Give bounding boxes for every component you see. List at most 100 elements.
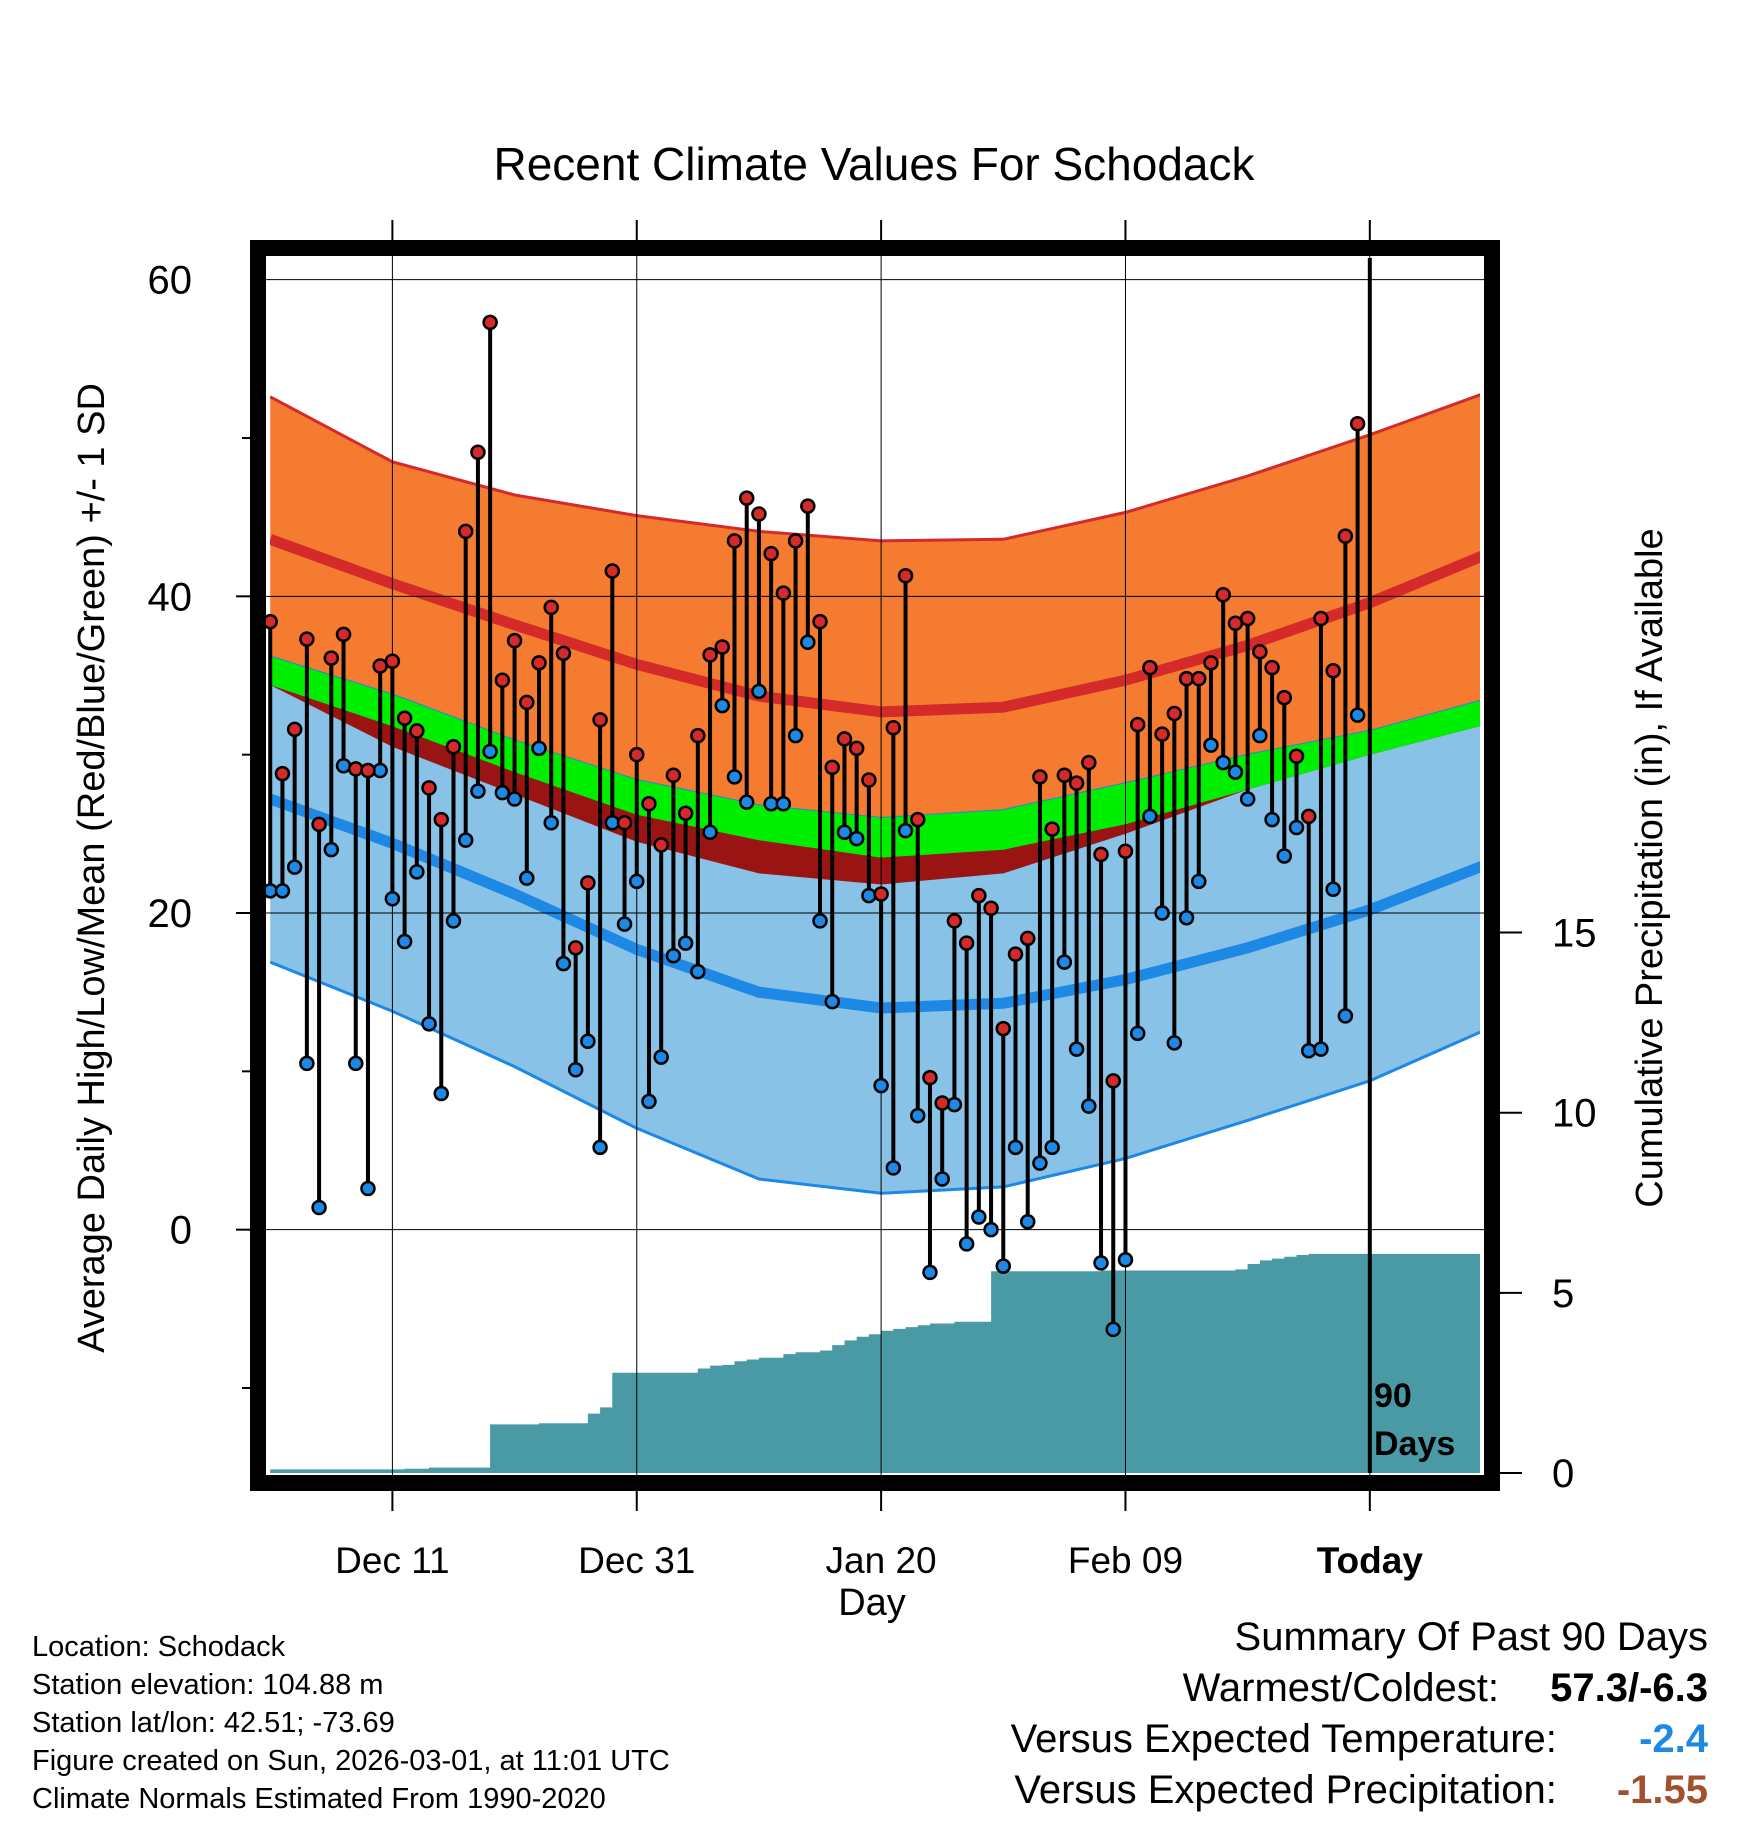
daily-high-point	[653, 837, 669, 853]
daily-high-point	[1129, 716, 1146, 733]
daily-low-point	[1019, 1214, 1036, 1230]
daily-low-point	[421, 1016, 437, 1032]
daily-high-point	[714, 639, 731, 655]
daily-low-point	[1337, 1008, 1354, 1024]
daily-high-point	[629, 746, 645, 763]
daily-low-point	[1313, 1041, 1329, 1057]
daily-low-point	[592, 1139, 608, 1156]
daily-low-point	[506, 791, 523, 807]
daily-high-point	[995, 1020, 1012, 1037]
daily-high-point	[1203, 655, 1219, 671]
y2-tick-label: 5	[1552, 1272, 1574, 1316]
daily-high-point	[1093, 846, 1109, 863]
daily-high-point	[726, 533, 743, 549]
daily-high-point	[421, 780, 437, 796]
daily-high-point	[1215, 587, 1231, 603]
daily-low-point	[1032, 1155, 1048, 1171]
today-marker-label-line2: Days	[1374, 1425, 1455, 1463]
daily-low-point	[531, 740, 547, 757]
warmest-coldest-value: 57.3/-6.3	[1550, 1666, 1708, 1710]
daily-low-point	[800, 634, 816, 650]
daily-high-point	[824, 759, 840, 776]
daily-high-point	[677, 805, 694, 821]
y2-tick-label: 0	[1552, 1452, 1574, 1496]
daily-low-point	[1252, 727, 1268, 744]
daily-high-point	[433, 811, 450, 828]
daily-high-point	[396, 710, 413, 726]
daily-low-point	[1068, 1041, 1085, 1057]
daily-high-point	[702, 647, 718, 663]
daily-high-point	[457, 523, 474, 540]
daily-low-point	[616, 916, 633, 932]
y2-tick-label: 10	[1552, 1092, 1597, 1136]
daily-high-point	[934, 1095, 950, 1111]
daily-high-point	[971, 887, 987, 904]
mean-band	[270, 656, 1480, 858]
daily-low-point	[873, 1077, 889, 1094]
daily-high-point	[812, 613, 828, 630]
daily-low-point	[1288, 819, 1305, 836]
daily-low-point	[861, 887, 877, 904]
daily-low-point	[934, 1171, 950, 1187]
daily-high-point	[1252, 644, 1268, 660]
daily-high-point	[604, 563, 621, 579]
daily-low-point	[995, 1258, 1012, 1274]
daily-low-point	[543, 815, 559, 831]
daily-low-point	[946, 1096, 963, 1113]
daily-high-point	[946, 913, 963, 929]
daily-high-point	[323, 650, 340, 666]
y2-axis-label: Cumulative Precipitation (in), If Availa…	[1629, 528, 1671, 1207]
precip-area	[270, 1253, 1481, 1473]
daily-high-point	[360, 762, 376, 779]
daily-low-point	[1300, 1043, 1317, 1059]
daily-high-point	[1142, 659, 1158, 676]
daily-high-point	[1349, 416, 1366, 432]
daily-low-point	[958, 1236, 975, 1252]
daily-low-point	[1227, 764, 1244, 780]
daily-high-point	[665, 767, 682, 783]
daily-high-point	[580, 875, 596, 891]
daily-high-point	[1007, 946, 1024, 962]
daily-high-point	[384, 653, 401, 669]
daily-high-point	[1032, 769, 1048, 785]
daily-low-point	[775, 796, 792, 812]
daily-low-point	[1117, 1252, 1134, 1268]
daily-low-point	[1178, 910, 1195, 926]
daily-high-point	[775, 585, 792, 601]
y-tick-label: 20	[148, 892, 193, 936]
daily-high-point	[1166, 705, 1183, 722]
daily-high-point	[738, 490, 755, 506]
daily-low-point	[1203, 737, 1219, 753]
daily-low-point	[580, 1033, 596, 1049]
daily-low-point	[1105, 1321, 1121, 1338]
daily-low-point	[1093, 1255, 1109, 1271]
daily-low-point	[836, 824, 853, 840]
daily-low-point	[738, 794, 755, 810]
y2-tick-label: 15	[1552, 912, 1597, 956]
daily-high-point	[1068, 775, 1085, 791]
warmest-coldest-label: Warmest/Coldest:	[1182, 1666, 1499, 1710]
daily-low-point	[665, 948, 682, 964]
daily-low-point	[1264, 811, 1280, 828]
daily-high-point	[910, 811, 926, 828]
temp-vs-expected-value: -2.4	[1639, 1717, 1708, 1761]
daily-high-point	[1239, 610, 1256, 627]
daily-low-point	[299, 1055, 315, 1072]
daily-high-point	[983, 900, 999, 916]
summary-panel: Summary Of Past 90 Days Warmest/Coldest:…	[1011, 1612, 1708, 1816]
daily-low-point	[787, 727, 804, 744]
daily-high-point	[1117, 843, 1134, 859]
precip-vs-expected-value: -1.55	[1616, 1768, 1708, 1812]
daily-low-point	[1191, 873, 1207, 890]
temp-vs-expected-label: Versus Expected Temperature:	[1010, 1717, 1557, 1761]
daily-high-point	[555, 645, 572, 662]
x-tick-label: Today	[1317, 1540, 1424, 1581]
daily-high-point	[1313, 610, 1329, 627]
x-axis-label: Day	[838, 1582, 906, 1624]
daily-high-point	[543, 599, 559, 616]
daily-high-point	[347, 761, 364, 777]
daily-high-point	[1325, 663, 1341, 679]
daily-low-point	[1325, 881, 1341, 897]
daily-low-point	[396, 933, 413, 950]
